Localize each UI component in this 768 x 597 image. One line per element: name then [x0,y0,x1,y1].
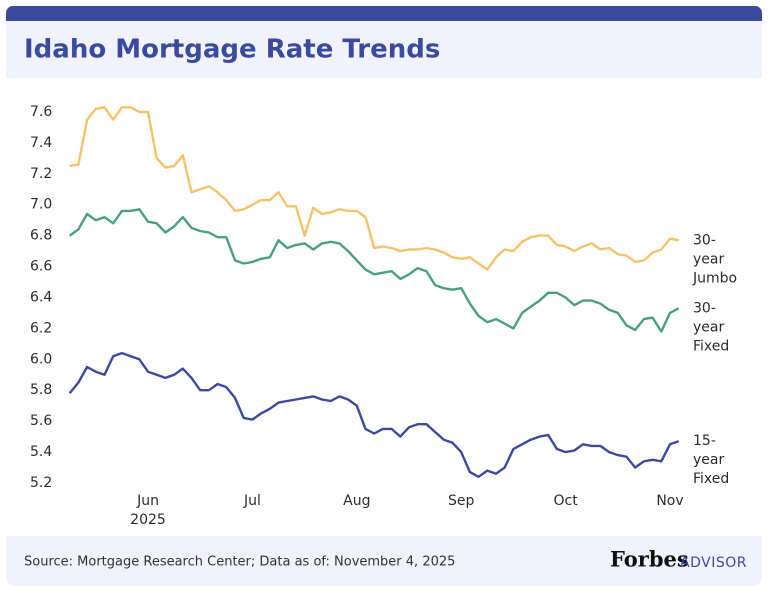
x-tick-label: Oct [553,493,578,509]
legend-label: 15-year Fixed [693,433,729,487]
y-tick-label: 6.8 [30,228,52,244]
x-tick-label: Aug [343,493,370,509]
brand-sub: ADVISOR [680,555,747,571]
line-series [69,208,680,333]
y-tick-label: 7.0 [30,197,52,213]
chart-title: Idaho Mortgage Rate Trends [24,35,440,65]
y-tick-label: 7.6 [30,104,52,120]
y-tick-label: 7.4 [30,135,52,151]
x-tick-label: Sep [448,493,475,509]
top-bar [6,13,762,21]
legend-label: 30-year Jumbo [692,232,737,286]
legend-label: 30-year Fixed [693,300,729,354]
brand: Forbes [610,547,689,572]
y-tick-label: 5.2 [30,475,52,491]
line-series [68,351,680,478]
x-tick-label: Nov [656,493,683,509]
x-tick-label: Jun [136,493,159,509]
x-year-label: 2025 [130,512,166,528]
y-tick-label: 6.4 [30,289,52,305]
line-series [69,106,679,271]
y-tick-label: 6.6 [30,259,52,275]
y-tick-label: 5.4 [30,444,52,460]
y-tick-label: 5.6 [30,413,52,429]
x-tick-label: Jul [243,493,261,509]
y-tick-label: 6.2 [30,320,52,336]
y-tick-label: 5.8 [30,382,52,398]
y-tick-label: 6.0 [30,351,52,367]
plot-background [6,78,762,536]
y-tick-label: 7.2 [30,166,52,182]
source: Source: Mortgage Research Center; Data a… [24,555,455,570]
